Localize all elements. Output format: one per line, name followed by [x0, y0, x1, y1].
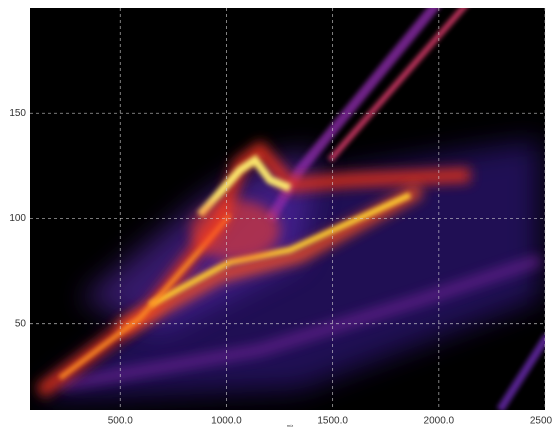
x-tick-label: 500.0 — [108, 416, 133, 427]
x-tick-label: 2000.0 — [424, 416, 455, 427]
x-tick-label: 2500 — [530, 416, 553, 427]
y-tick-label: 50 — [15, 318, 27, 329]
x-tick-label: 1000.0 — [211, 416, 242, 427]
x-tick-label: 1500.0 — [317, 416, 348, 427]
density-band — [148, 192, 412, 308]
axes: 500.0 1000.0 1500.0 2000.0 2500 50 100 150 — [9, 8, 553, 427]
density-haze — [40, 140, 540, 400]
density-band — [116, 183, 424, 337]
y-tick-label: 100 — [9, 213, 26, 224]
density-band — [327, 8, 467, 162]
x-axis-label: m/z — [287, 423, 293, 428]
density-band — [59, 255, 542, 390]
density-blob — [190, 200, 280, 260]
density-band — [496, 332, 545, 410]
density-band — [265, 8, 440, 223]
y-tick-label: 150 — [9, 108, 26, 119]
